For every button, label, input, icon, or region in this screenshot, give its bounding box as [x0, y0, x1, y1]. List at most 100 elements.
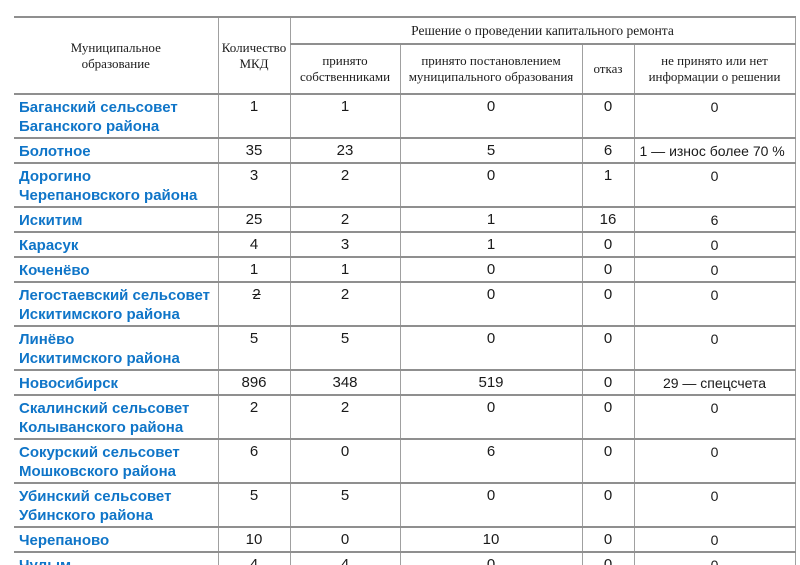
- owners-cell: 5: [289, 325, 401, 371]
- resolution-cell: 1: [399, 231, 583, 258]
- refusal-cell: 0: [581, 526, 635, 553]
- resolution-cell: 6: [399, 438, 583, 484]
- owners-cell: 0: [289, 526, 401, 553]
- mkd-count-cell: 6: [217, 438, 291, 484]
- capital-repair-decisions-table: Муниципальное образование Количество МКД…: [14, 16, 796, 565]
- refusal-cell: 0: [581, 438, 635, 484]
- refusal-cell: 0: [581, 231, 635, 258]
- municipality-cell: Черепаново: [14, 526, 219, 553]
- municipality-cell: Дорогино Черепановского района: [14, 162, 219, 208]
- mkd-count-cell: 5: [217, 325, 291, 371]
- table-row: Убинский сельсовет Убинского района 5 5 …: [14, 482, 796, 528]
- resolution-cell: 0: [399, 162, 583, 208]
- table-row: Сокурский сельсовет Мошковского района 6…: [14, 438, 796, 484]
- table-row: Карасук 4 3 1 0 0: [14, 231, 796, 258]
- table-row: Болотное 35 23 5 6 1 — износ более 70 %: [14, 137, 796, 164]
- mkd-count-cell: 35: [217, 137, 291, 164]
- mkd-count-cell: 5: [217, 482, 291, 528]
- table-row: Искитим 25 2 1 16 6: [14, 206, 796, 233]
- header-refusal: отказ: [581, 43, 635, 95]
- mkd-count-cell: 896: [217, 369, 291, 396]
- resolution-cell: 0: [399, 482, 583, 528]
- table-row: Линёво Искитимского района 5 5 0 0 0: [14, 325, 796, 371]
- no-decision-cell: 0: [633, 438, 796, 484]
- owners-cell: 1: [289, 256, 401, 283]
- municipality-cell: Новосибирск: [14, 369, 219, 396]
- resolution-cell: 0: [399, 281, 583, 327]
- no-decision-cell: 0: [633, 394, 796, 440]
- resolution-cell: 0: [399, 325, 583, 371]
- header-mkd-count: Количество МКД: [217, 16, 291, 95]
- resolution-cell: 10: [399, 526, 583, 553]
- header-group-decision: Решение о проведении капитального ремонт…: [289, 16, 796, 45]
- resolution-cell: 1: [399, 206, 583, 233]
- owners-cell: 2: [289, 206, 401, 233]
- mkd-count-cell: 3: [217, 162, 291, 208]
- mkd-count-cell: 2: [217, 281, 291, 327]
- resolution-cell: 5: [399, 137, 583, 164]
- no-decision-cell: 0: [633, 231, 796, 258]
- table-row: Баганский сельсовет Баганского района 1 …: [14, 93, 796, 139]
- refusal-cell: 1: [581, 162, 635, 208]
- table-row: Скалинский сельсовет Колыванского района…: [14, 394, 796, 440]
- owners-cell: 23: [289, 137, 401, 164]
- owners-cell: 0: [289, 438, 401, 484]
- owners-cell: 2: [289, 162, 401, 208]
- resolution-cell: 0: [399, 394, 583, 440]
- no-decision-cell: 0: [633, 482, 796, 528]
- no-decision-cell: 0: [633, 325, 796, 371]
- table-row: Новосибирск 896 348 519 0 29 — спецсчета: [14, 369, 796, 396]
- resolution-cell: 0: [399, 551, 583, 565]
- table-header: Муниципальное образование Количество МКД…: [14, 16, 796, 95]
- refusal-cell: 0: [581, 394, 635, 440]
- no-decision-cell: 0: [633, 256, 796, 283]
- mkd-count-cell: 25: [217, 206, 291, 233]
- municipality-cell: Убинский сельсовет Убинского района: [14, 482, 219, 528]
- table-row: Легостаевский сельсовет Искитимского рай…: [14, 281, 796, 327]
- mkd-count-cell: 1: [217, 93, 291, 139]
- mkd-count-cell: 2: [217, 394, 291, 440]
- refusal-cell: 0: [581, 482, 635, 528]
- header-accepted-by-owners: принято собственниками: [290, 43, 401, 95]
- resolution-cell: 0: [399, 256, 583, 283]
- refusal-cell: 0: [581, 281, 635, 327]
- no-decision-cell: 29 — спецсчета: [633, 369, 796, 396]
- resolution-cell: 519: [399, 369, 583, 396]
- header-municipality: Муниципальное образование: [14, 16, 219, 95]
- table-row: Черепаново 10 0 10 0 0: [14, 526, 796, 553]
- no-decision-cell: 6: [633, 206, 796, 233]
- no-decision-cell: 0: [633, 281, 796, 327]
- header-accepted-by-resolution: принято постановлением муниципального об…: [399, 43, 583, 95]
- refusal-cell: 0: [581, 325, 635, 371]
- table-row: Чулым 4 4 0 0 0: [14, 551, 796, 565]
- owners-cell: 1: [289, 93, 401, 139]
- refusal-cell: 0: [581, 369, 635, 396]
- header-not-accepted: не принято или нет информации о решении: [633, 43, 796, 95]
- refusal-cell: 16: [581, 206, 635, 233]
- municipality-cell: Сокурский сельсовет Мошковского района: [14, 438, 219, 484]
- municipality-cell: Коченёво: [14, 256, 219, 283]
- no-decision-cell: 0: [633, 93, 796, 139]
- owners-cell: 5: [289, 482, 401, 528]
- owners-cell: 3: [289, 231, 401, 258]
- table-row: Дорогино Черепановского района 3 2 0 1 0: [14, 162, 796, 208]
- refusal-cell: 6: [581, 137, 635, 164]
- municipality-cell: Скалинский сельсовет Колыванского района: [14, 394, 219, 440]
- municipality-cell: Болотное: [14, 137, 219, 164]
- no-decision-cell: 1 — износ более 70 %: [633, 137, 796, 164]
- table-row: Коченёво 1 1 0 0 0: [14, 256, 796, 283]
- no-decision-cell: 0: [633, 162, 796, 208]
- municipality-cell: Легостаевский сельсовет Искитимского рай…: [14, 281, 219, 327]
- refusal-cell: 0: [581, 551, 635, 565]
- owners-cell: 4: [289, 551, 401, 565]
- municipality-cell: Карасук: [14, 231, 219, 258]
- municipality-cell: Баганский сельсовет Баганского района: [14, 93, 219, 139]
- municipality-cell: Искитим: [14, 206, 219, 233]
- mkd-count-cell: 1: [217, 256, 291, 283]
- refusal-cell: 0: [581, 256, 635, 283]
- table-body: Баганский сельсовет Баганского района 1 …: [14, 93, 796, 565]
- mkd-count-cell: 10: [217, 526, 291, 553]
- owners-cell: 348: [289, 369, 401, 396]
- refusal-cell: 0: [581, 93, 635, 139]
